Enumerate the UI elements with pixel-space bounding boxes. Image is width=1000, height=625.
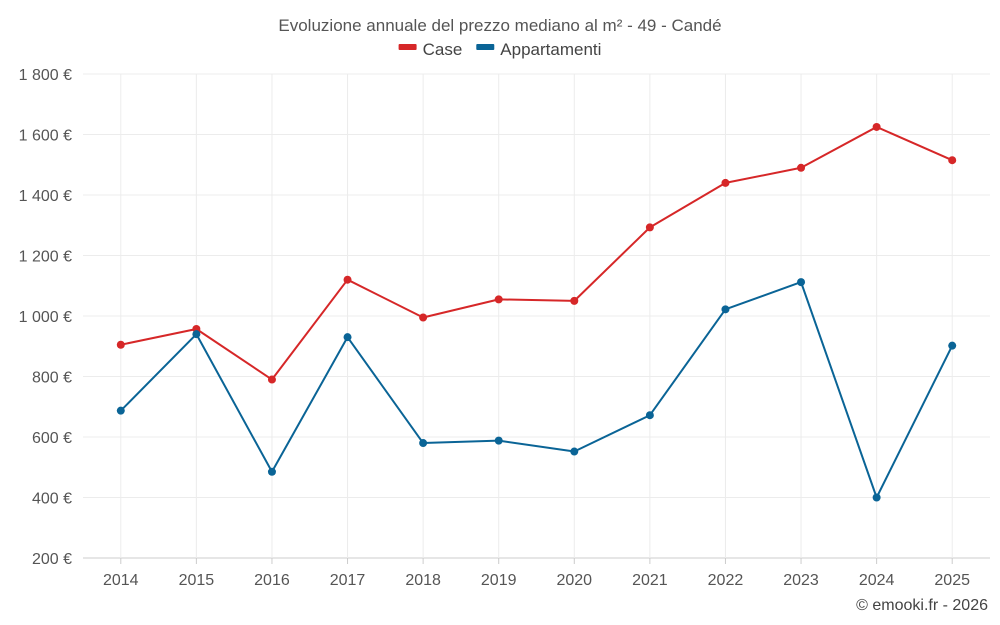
legend-swatch <box>476 44 495 50</box>
legend-label: Appartamenti <box>500 40 601 59</box>
credit-label: © emooki.fr - 2026 <box>856 597 988 614</box>
y-tick-label: 800 € <box>32 370 72 387</box>
y-tick-label: 1 600 € <box>19 128 72 145</box>
x-tick-label: 2025 <box>934 572 970 589</box>
data-point-case[interactable] <box>116 340 125 349</box>
series-line-case[interactable] <box>120 125 953 381</box>
y-tick-label: 200 € <box>32 551 72 568</box>
x-tick-label: 2014 <box>103 572 139 589</box>
x-tick-label: 2015 <box>179 572 215 589</box>
x-tick-label: 2023 <box>783 572 819 589</box>
data-point-appartamenti[interactable] <box>419 439 428 448</box>
y-tick-label: 1 800 € <box>19 67 72 84</box>
y-axis: 200 € 400 € 600 € 800 € 1 000 € 1 200 € 1 400 … <box>19 67 72 568</box>
x-tick-label: 2018 <box>405 572 441 589</box>
data-point-case[interactable] <box>645 223 654 232</box>
x-tick-label: 2017 <box>330 572 366 589</box>
x-tick-label: 2021 <box>632 572 668 589</box>
data-point-appartamenti[interactable] <box>116 406 125 415</box>
legend[interactable]: Case Appartamenti <box>398 40 602 59</box>
x-tick-label: 2016 <box>254 572 290 589</box>
data-point-case[interactable] <box>948 156 957 165</box>
data-point-appartamenti[interactable] <box>343 333 352 342</box>
data-point-appartamenti[interactable] <box>721 305 730 314</box>
data-point-appartamenti[interactable] <box>645 411 654 420</box>
data-point-appartamenti[interactable] <box>267 467 276 476</box>
data-point-appartamenti[interactable] <box>192 330 201 339</box>
data-point-case[interactable] <box>797 163 806 172</box>
data-point-case[interactable] <box>267 375 276 384</box>
legend-item[interactable]: Appartamenti <box>476 40 601 59</box>
series-line-appartamenti[interactable] <box>120 281 954 499</box>
data-point-case[interactable] <box>419 313 428 322</box>
data-point-appartamenti[interactable] <box>570 447 579 456</box>
y-tick-label: 1 200 € <box>19 249 72 266</box>
legend-item[interactable]: Case <box>398 40 463 59</box>
chart-title: Evoluzione annuale del prezzo mediano al… <box>278 16 721 35</box>
x-tick-label: 2019 <box>481 572 517 589</box>
y-tick-label: 400 € <box>32 491 72 508</box>
legend-swatch <box>398 44 417 50</box>
data-point-appartamenti[interactable] <box>797 278 806 287</box>
y-tick-label: 600 € <box>32 430 72 447</box>
x-tick-label: 2022 <box>708 572 744 589</box>
grid <box>83 73 990 559</box>
y-tick-label: 1 000 € <box>19 309 72 326</box>
data-point-appartamenti[interactable] <box>872 493 881 502</box>
series-layer <box>116 122 957 502</box>
data-point-appartamenti[interactable] <box>494 436 503 445</box>
data-point-appartamenti[interactable] <box>948 341 957 350</box>
legend-label: Case <box>423 40 463 59</box>
data-point-case[interactable] <box>343 275 352 284</box>
data-point-case[interactable] <box>570 296 579 305</box>
x-tick-label: 2020 <box>556 572 592 589</box>
data-point-case[interactable] <box>494 295 503 304</box>
data-point-case[interactable] <box>872 122 881 131</box>
x-axis: 2014 2015 2016 2017 2018 2019 2020 2021 2022 2023… <box>103 558 970 589</box>
x-tick-label: 2024 <box>859 572 895 589</box>
data-point-case[interactable] <box>721 178 730 187</box>
y-tick-label: 1 400 € <box>19 188 72 205</box>
